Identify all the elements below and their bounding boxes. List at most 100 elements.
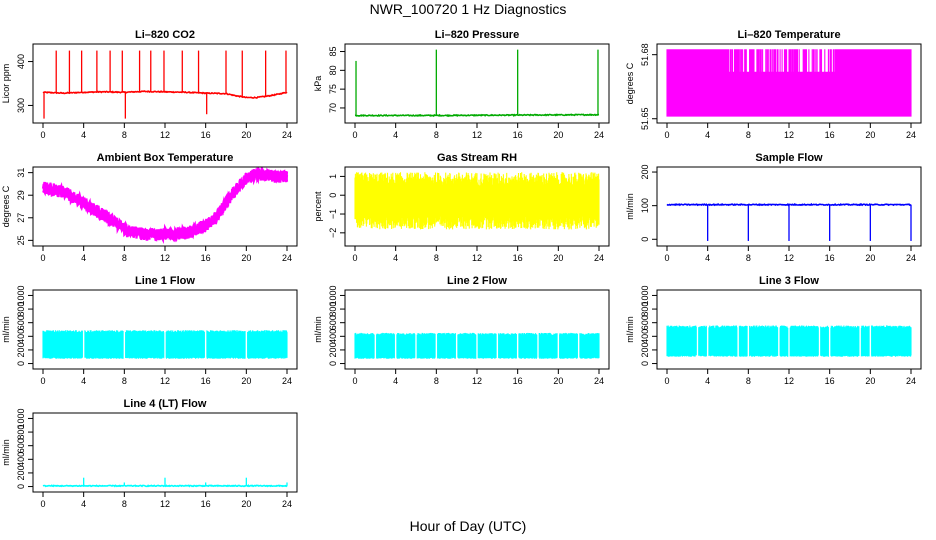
- series-line: [354, 113, 600, 118]
- y-tick-label: 200: [328, 342, 338, 357]
- y-tick-label: 80: [328, 65, 338, 75]
- x-tick-label: 16: [513, 253, 523, 263]
- series-band: [354, 332, 600, 359]
- x-tick-label: 24: [594, 253, 604, 263]
- x-tick-label: 0: [40, 376, 45, 386]
- x-tick-label: 20: [241, 253, 251, 263]
- x-tick-label: 12: [784, 253, 794, 263]
- data-layer: [354, 49, 600, 118]
- x-tick-label: 20: [865, 253, 875, 263]
- y-tick-label: 51.65: [640, 107, 650, 130]
- x-tick-label: 0: [40, 253, 45, 263]
- x-tick-label: 16: [825, 376, 835, 386]
- y-tick-label: 31: [16, 168, 26, 178]
- x-tick-label: 20: [553, 253, 563, 263]
- x-tick-label: 20: [241, 376, 251, 386]
- x-tick-label: 24: [906, 376, 916, 386]
- data-layer: [666, 325, 912, 357]
- y-tick-label: 200: [16, 342, 26, 357]
- y-axis-label: ml/min: [313, 316, 323, 343]
- y-tick-label: 800: [16, 425, 26, 440]
- x-tick-label: 4: [81, 376, 86, 386]
- panel-9: Line 3 Flow ml/min 0 4 8 12 16 20 24 0 20040060080…: [625, 275, 922, 386]
- y-tick-label: 1000: [640, 285, 650, 305]
- y-tick-label: 75: [328, 84, 338, 94]
- x-tick-label: 16: [201, 376, 211, 386]
- y-tick-label: 600: [16, 438, 26, 453]
- plot-frame: [344, 43, 610, 124]
- y-tick-label: 600: [640, 315, 650, 330]
- y-tick-label: 25: [16, 235, 26, 245]
- panel-title: Line 4 (LT) Flow: [124, 398, 207, 410]
- panel-10: Line 4 (LT) Flow ml/min 0 4 8 12 16 20 24 0 200400…: [1, 398, 298, 509]
- panel-title: Line 3 Flow: [759, 275, 819, 287]
- x-tick-label: 24: [282, 253, 292, 263]
- y-tick-label: 200: [640, 342, 650, 357]
- y-axis-label: degrees C: [625, 62, 635, 104]
- panel-title: Sample Flow: [755, 152, 823, 164]
- x-tick-label: 24: [594, 376, 604, 386]
- x-tick-label: 12: [160, 130, 170, 140]
- x-tick-label: 20: [553, 376, 563, 386]
- y-tick-label: 0: [640, 237, 650, 242]
- panel-title: Line 1 Flow: [135, 275, 195, 287]
- y-axis-label: ml/min: [1, 316, 11, 343]
- x-tick-label: 0: [664, 130, 669, 140]
- panel-title: Ambient Box Temperature: [97, 152, 234, 164]
- data-layer: [666, 202, 912, 241]
- x-tick-label: 16: [201, 130, 211, 140]
- y-tick-label: 100: [640, 198, 650, 213]
- panel-3: Li–820 Temperature degrees C 0 4 8 12 16 20 24 51…: [625, 29, 922, 140]
- y-tick-label: 800: [16, 302, 26, 317]
- x-tick-label: 8: [434, 376, 439, 386]
- panel-6: Sample Flow ml/min 0 4 8 12 16 20 24 0 100 200: [625, 152, 922, 263]
- x-tick-label: 24: [282, 130, 292, 140]
- y-tick-label: 600: [16, 315, 26, 330]
- x-tick-label: 24: [906, 253, 916, 263]
- y-tick-label: 0: [328, 193, 338, 198]
- y-tick-label: 0: [640, 361, 650, 366]
- x-tick-label: 16: [513, 130, 523, 140]
- x-tick-label: 24: [282, 376, 292, 386]
- y-tick-label: 200: [16, 465, 26, 480]
- x-tick-label: 4: [705, 376, 710, 386]
- y-axis-label: ml/min: [625, 193, 635, 220]
- panel-title: Gas Stream RH: [437, 152, 517, 164]
- y-tick-label: 400: [640, 329, 650, 344]
- data-layer: [354, 172, 600, 230]
- y-tick-label: 400: [328, 329, 338, 344]
- x-tick-label: 8: [434, 253, 439, 263]
- x-tick-label: 4: [81, 130, 86, 140]
- y-axis-label: kPa: [313, 76, 323, 92]
- panel-1: Li–820 CO2 Licor ppm 0 4 8 12 16 20 24 300 400: [1, 29, 298, 140]
- y-axis-label: percent: [313, 191, 323, 222]
- x-tick-label: 24: [594, 130, 604, 140]
- y-tick-label: 300: [16, 98, 26, 113]
- y-axis-label: Licor ppm: [1, 64, 11, 104]
- y-tick-label: 27: [16, 213, 26, 223]
- x-tick-label: 0: [40, 130, 45, 140]
- y-tick-label: 0: [16, 361, 26, 366]
- y-axis-label: degrees C: [1, 185, 11, 227]
- data-layer: [42, 477, 288, 488]
- x-tick-label: 0: [352, 253, 357, 263]
- data-layer: [42, 50, 288, 119]
- panel-2: Li–820 Pressure kPa 0 4 8 12 16 20 24 70 75 80 85: [313, 29, 610, 140]
- x-tick-label: 0: [664, 376, 669, 386]
- plot-frame: [32, 43, 298, 124]
- x-tick-label: 12: [160, 253, 170, 263]
- data-layer: [41, 167, 289, 244]
- y-tick-label: −2: [328, 228, 338, 238]
- panel-title: Li–820 Pressure: [435, 29, 519, 41]
- x-tick-label: 4: [705, 130, 710, 140]
- x-tick-label: 8: [434, 130, 439, 140]
- series-band: [666, 49, 912, 117]
- x-tick-label: 8: [122, 499, 127, 509]
- x-tick-label: 12: [472, 253, 482, 263]
- x-tick-label: 4: [81, 499, 86, 509]
- y-axis-label: ml/min: [625, 316, 635, 343]
- x-tick-label: 12: [784, 130, 794, 140]
- y-axis-label: ml/min: [1, 439, 11, 466]
- x-tick-label: 12: [160, 376, 170, 386]
